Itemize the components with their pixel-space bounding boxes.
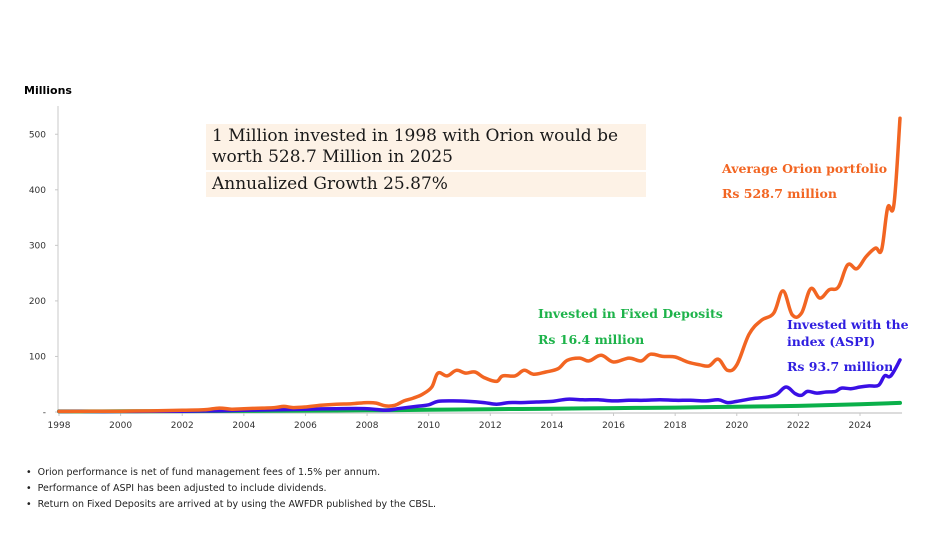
x-axis: 1998 2000 2002 2004 2006 2008 2010 2012 2014 2016…: [48, 412, 903, 431]
y-axis: - 100 200 300 400 500: [29, 106, 59, 418]
y-tick-label: 400: [29, 186, 46, 196]
orion-series-line: [57, 116, 902, 414]
x-tick-label: 2012: [479, 421, 502, 431]
x-tick-label: 2016: [602, 421, 625, 431]
summary-box: 1 Million invested in 1998 with Orion wo…: [206, 124, 646, 197]
footnotes: Orion performance is net of fund managem…: [26, 465, 436, 513]
x-tick-label: 1998: [48, 421, 71, 431]
x-tick-label: 2022: [787, 421, 810, 431]
aspi-series-line: [57, 358, 902, 414]
x-tick-label: 2010: [417, 421, 440, 431]
x-tick-label: 2000: [109, 421, 132, 431]
aspi-annotation-title: Invested with the index (ASPI): [787, 317, 909, 349]
x-tick-label: 2004: [232, 421, 255, 431]
y-tick-label: 100: [29, 352, 46, 362]
x-tick-label: 2020: [725, 421, 748, 431]
aspi-annotation: Invested with the index (ASPI) Rs 93.7 m…: [787, 316, 912, 375]
orion-annotation: Average Orion portfolio Rs 528.7 million: [722, 160, 887, 202]
series-layer: [57, 116, 902, 414]
summary-investment-text: 1 Million invested in 1998 with Orion wo…: [212, 126, 619, 167]
y-tick-label: -: [43, 408, 46, 418]
y-tick-label: 300: [29, 241, 46, 251]
fd-annotation-value: Rs 16.4 million: [538, 332, 645, 347]
x-tick-label: 2008: [356, 421, 379, 431]
x-tick-label: 2018: [664, 421, 687, 431]
x-tick-label: 2006: [294, 421, 317, 431]
orion-annotation-title: Average Orion portfolio: [722, 161, 888, 176]
x-tick-label: 2014: [540, 421, 563, 431]
y-tick-label: 200: [29, 297, 46, 307]
aspi-annotation-value: Rs 93.7 million: [787, 359, 894, 374]
summary-growth-text: Annualized Growth 25.87%: [206, 170, 646, 197]
orion-annotation-value: Rs 528.7 million: [722, 186, 837, 201]
y-tick-label: 500: [29, 130, 46, 140]
fd-annotation: Invested in Fixed Deposits Rs 16.4 milli…: [538, 305, 723, 348]
footnote-fees: Orion performance is net of fund managem…: [26, 465, 436, 481]
footnote-aspi: Performance of ASPI has been adjusted to…: [26, 481, 436, 497]
x-tick-label: 2002: [171, 421, 194, 431]
x-tick-label: 2024: [849, 421, 872, 431]
footnote-fd: Return on Fixed Deposits are arrived at …: [26, 497, 436, 513]
y-axis-title: Millions: [24, 84, 72, 97]
fd-annotation-title: Invested in Fixed Deposits: [538, 306, 723, 321]
